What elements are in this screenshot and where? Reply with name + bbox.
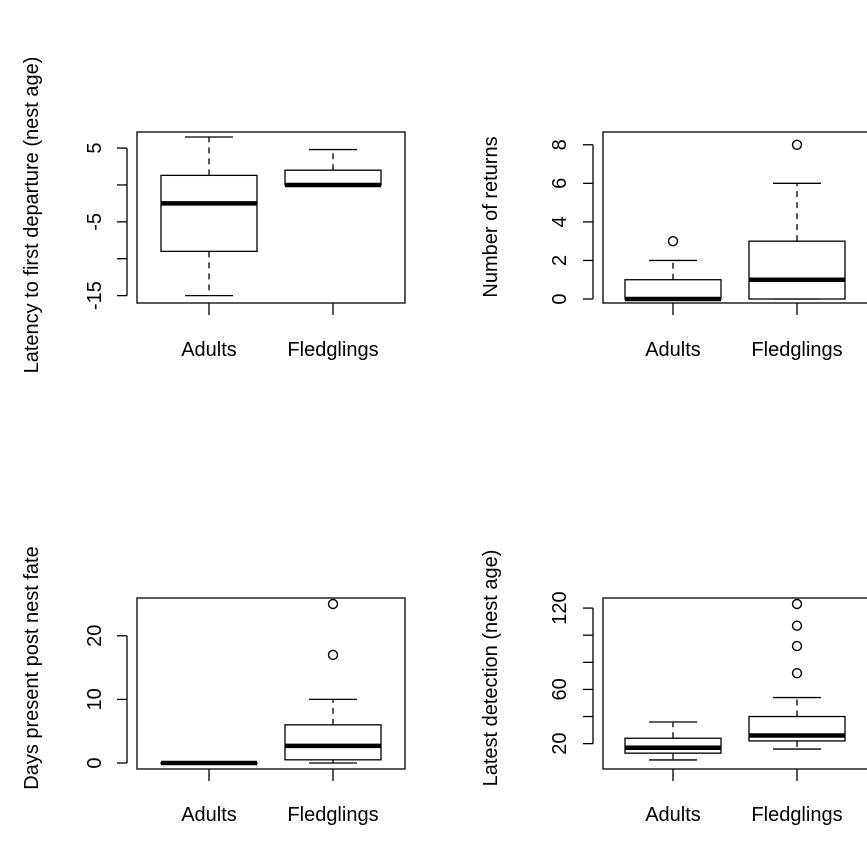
outlier-point [791, 139, 803, 150]
plot-frame [136, 131, 406, 304]
category-label: Fledglings [751, 804, 842, 826]
y-tick-label: 5 [84, 143, 106, 154]
category-label: Fledglings [751, 339, 842, 361]
y-tick-label: 4 [549, 216, 571, 227]
box-adults [160, 760, 258, 766]
panel-top-left: -15 -5 5 Latency to first departure (nest a… [21, 57, 406, 374]
category-label: Fledglings [287, 804, 378, 826]
box-fledglings [748, 598, 846, 750]
y-tick-label: 6 [549, 178, 571, 189]
box-adults [624, 235, 722, 302]
category-label: Adults [181, 339, 237, 361]
box-fledglings [284, 148, 382, 188]
iqr-box [748, 240, 846, 300]
y-tick-label: 10 [84, 688, 106, 710]
box-adults [160, 136, 258, 297]
outlier-point [791, 620, 803, 631]
outlier-point [327, 649, 339, 661]
outlier-point [791, 598, 803, 610]
y-tick-label: -15 [84, 281, 106, 310]
outlier-point [791, 640, 803, 652]
category-label: Fledglings [287, 339, 378, 361]
category-label: Adults [645, 339, 701, 361]
y-tick-label: 20 [549, 733, 571, 755]
y-tick-label: 0 [84, 757, 106, 768]
outlier-point [667, 235, 679, 247]
y-tick-label: 2 [549, 255, 571, 266]
box-adults [624, 721, 722, 761]
y-axis-label: Latest detection (nest age) [480, 550, 502, 787]
outlier-point [327, 598, 339, 610]
plot-frame [602, 597, 867, 770]
category-label: Adults [181, 804, 237, 826]
y-axis-label: Latency to first departure (nest age) [21, 57, 43, 374]
iqr-box [160, 174, 258, 253]
panel-top-right: 0 2 4 6 8 Number of returns Adults Fledglings [480, 131, 867, 361]
iqr-box [624, 279, 722, 300]
y-tick-label: 20 [84, 625, 106, 647]
plot-frame [136, 597, 406, 770]
box-fledglings [284, 598, 382, 764]
y-tick-label: 60 [549, 678, 571, 700]
panel-bottom-right: 20 60 120 Latest detection (nest age) Adults… [480, 550, 867, 826]
y-axis-label: Days present post nest fate [21, 546, 43, 789]
y-tick-label: 120 [549, 591, 571, 624]
category-label: Adults [645, 804, 701, 826]
outlier-point [791, 667, 803, 679]
iqr-box [284, 724, 382, 761]
y-tick-label: -5 [84, 213, 106, 231]
box-fledglings [748, 139, 846, 300]
panel-bottom-left: 0 10 20 Days present post nest fate Adults Fl… [21, 546, 406, 826]
y-tick-label: 8 [549, 139, 571, 150]
plot-frame [602, 131, 867, 304]
y-axis-label: Number of returns [480, 136, 502, 297]
y-tick-label: 0 [549, 293, 571, 304]
